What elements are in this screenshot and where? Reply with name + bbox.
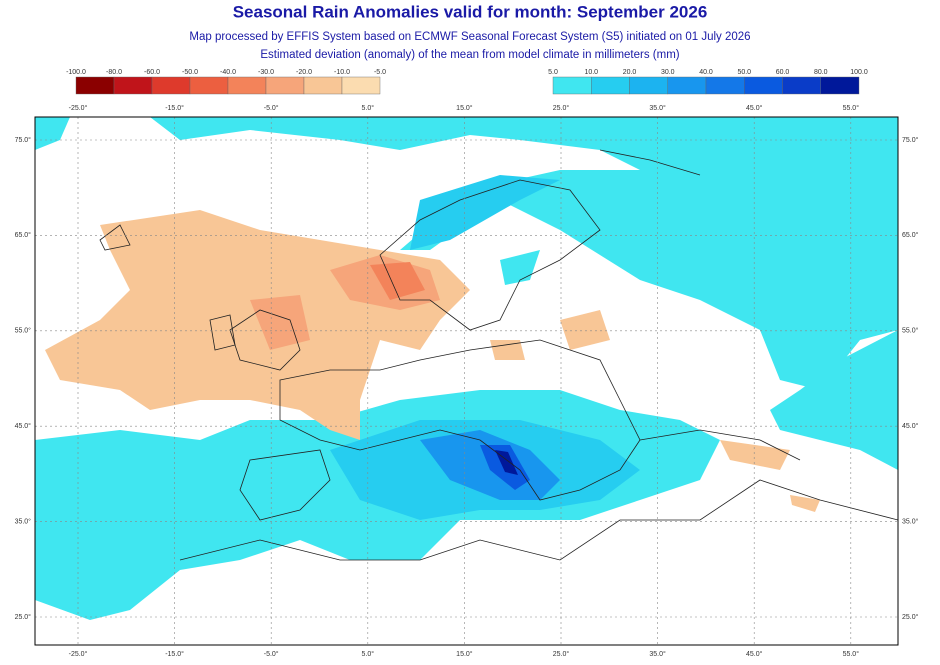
subtitle: Estimated deviation (anomaly) of the mea… [260,49,679,61]
lat-label: 45.0° [902,422,919,430]
lat-label: 45.0° [15,422,32,430]
lat-label: 75.0° [902,136,919,144]
lon-label: 45.0° [746,104,763,112]
legend-label: -20.0 [296,69,312,76]
legend-swatch [227,76,267,95]
legend-label: 20.0 [623,69,637,76]
lon-label: -15.0° [165,104,184,112]
legend-swatch [303,76,343,95]
map-frame [34,116,899,646]
lon-label: 55.0° [843,650,860,658]
lat-label: 65.0° [15,231,32,239]
legend-swatch [820,76,860,95]
lon-label: -15.0° [165,650,184,658]
lon-label: 5.0° [362,650,375,658]
legend-label: -100.0 [66,69,86,76]
legend-label: 30.0 [661,69,675,76]
anomaly-field [35,117,898,620]
lon-label: -5.0° [264,650,279,658]
legend-label: 50.0 [737,69,751,76]
lon-label: -25.0° [69,104,88,112]
legend-swatch [265,76,305,95]
subtitle: Map processed by EFFIS System based on E… [189,31,750,43]
legend-swatch [75,76,115,95]
legend-label: -10.0 [334,69,350,76]
legend-label: 80.0 [814,69,828,76]
lon-label: 25.0° [553,650,570,658]
title: Seasonal Rain Anomalies valid for month:… [233,2,708,21]
legend-swatch [552,76,592,95]
lon-label: 45.0° [746,650,763,658]
lat-label: 65.0° [902,231,919,239]
legend-label: 60.0 [776,69,790,76]
lat-label: 25.0° [15,613,32,621]
legend-swatch [341,76,381,95]
lat-label: 25.0° [902,613,919,621]
lon-label: 25.0° [553,104,570,112]
lon-label: -25.0° [69,650,88,658]
legend-label: 10.0 [584,69,598,76]
legend-label: -5.0 [374,69,386,76]
legend-label: 40.0 [699,69,713,76]
legend-label: -30.0 [258,69,274,76]
coastlines [99,149,898,561]
legend-label: -40.0 [220,69,236,76]
graticule [35,117,898,645]
legend-swatch [744,76,783,95]
legend-swatch [151,76,191,95]
legend-swatch [705,76,745,95]
legend-label: -80.0 [106,69,122,76]
legend-swatch [189,76,229,95]
legend-swatch [782,76,821,95]
lon-label: 5.0° [362,104,375,112]
lat-label: 75.0° [15,136,32,144]
lat-label: 55.0° [902,327,919,335]
lon-label: 35.0° [649,650,666,658]
legend-swatch [629,76,668,95]
lon-label: 55.0° [843,104,860,112]
lon-label: 15.0° [456,650,473,658]
lat-label: 55.0° [15,327,32,335]
legend-swatch [591,76,630,95]
legend-label: 5.0 [548,69,558,76]
lon-label: 15.0° [456,104,473,112]
map [34,116,899,646]
colorbars: -100.0 -80.0 -60.0 -50.0 -40.0 -30.0 -20.0 -10.… [66,69,868,95]
legend-swatch [113,76,153,95]
lat-label: 35.0° [902,517,919,525]
lon-label: -5.0° [264,104,279,112]
legend-label: -50.0 [182,69,198,76]
legend-label: 100.0 [850,69,868,76]
lat-label: 35.0° [15,517,32,525]
lon-label: 35.0° [649,104,666,112]
legend-label: -60.0 [144,69,160,76]
legend-swatch [667,76,707,95]
